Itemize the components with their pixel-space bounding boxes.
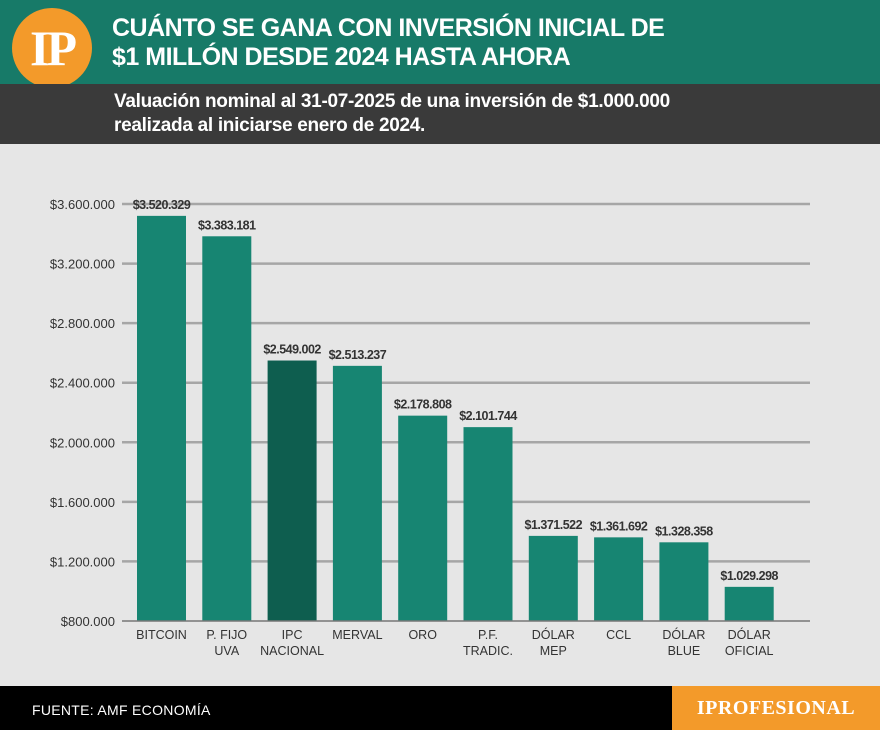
value-label: $1.371.522	[525, 518, 583, 532]
bar	[267, 360, 317, 621]
y-tick-label: $2.000.000	[50, 435, 115, 450]
bar	[463, 427, 513, 621]
footer-bar: FUENTE: AMF ECONOMÍA IPROFESIONAL	[0, 686, 880, 730]
y-tick-label: $2.400.000	[50, 376, 115, 391]
value-label: $3.520.329	[133, 198, 191, 212]
x-category-label: IPC	[282, 628, 303, 642]
chart-title: CUÁNTO SE GANA CON INVERSIÓN INICIAL DE …	[112, 14, 852, 72]
value-label: $2.549.002	[263, 343, 321, 357]
subtitle-line-1: Valuación nominal al 31-07-2025 de una i…	[114, 91, 670, 112]
x-category-label: MEP	[540, 644, 567, 658]
x-category-label: OFICIAL	[725, 644, 774, 658]
value-label: $1.328.358	[655, 524, 713, 538]
y-tick-label: $1.200.000	[50, 554, 115, 569]
subtitle-line-2: realizada al iniciarse enero de 2024.	[114, 115, 426, 136]
x-category-label: BLUE	[668, 644, 701, 658]
iprofesional-logo: IP	[12, 8, 92, 88]
bar	[594, 537, 644, 621]
x-category-label: DÓLAR	[728, 627, 771, 642]
source-note: FUENTE: AMF ECONOMÍA	[32, 702, 211, 718]
x-category-label: UVA	[214, 644, 239, 658]
y-tick-label: $1.600.000	[50, 495, 115, 510]
x-category-label: BITCOIN	[136, 628, 187, 642]
y-tick-label: $3.200.000	[50, 257, 115, 272]
y-tick-label: $2.800.000	[50, 316, 115, 331]
value-label: $1.029.298	[720, 569, 778, 583]
value-label: $1.361.692	[590, 519, 648, 533]
x-category-label: CCL	[606, 628, 631, 642]
x-category-label: P. FIJO	[206, 628, 247, 642]
x-category-label: ORO	[408, 628, 437, 642]
x-category-label: P.F.	[478, 628, 498, 642]
y-tick-label: $3.600.000	[50, 197, 115, 212]
x-category-label: DÓLAR	[532, 627, 575, 642]
bar	[398, 415, 448, 621]
value-label: $2.101.744	[459, 409, 517, 423]
x-category-label: MERVAL	[332, 628, 382, 642]
value-label: $3.383.181	[198, 218, 256, 232]
value-label: $2.178.808	[394, 398, 452, 412]
bar	[528, 535, 578, 621]
bar-chart: $800.000 $1.200.000 $1.600.000 $2.000.000 $2…	[50, 197, 810, 658]
brand-wordmark: IPROFESIONAL	[696, 696, 856, 719]
title-line-2: $1 MILLÓN DESDE 2024 HASTA AHORA	[112, 43, 571, 71]
bar	[724, 586, 774, 621]
y-tick-label: $800.000	[61, 614, 115, 629]
x-category-label: NACIONAL	[260, 644, 324, 658]
bar	[202, 236, 252, 622]
header-banner: IP CUÁNTO SE GANA CON INVERSIÓN INICIAL …	[0, 0, 880, 88]
title-line-1: CUÁNTO SE GANA CON INVERSIÓN INICIAL DE	[112, 14, 665, 42]
subheader-banner: Valuación nominal al 31-07-2025 de una i…	[0, 84, 880, 144]
value-label: $2.513.237	[329, 348, 387, 362]
chart-subtitle: Valuación nominal al 31-07-2025 de una i…	[114, 90, 854, 138]
bar	[332, 365, 382, 621]
bar	[137, 215, 186, 621]
x-category-label: TRADIC.	[463, 644, 513, 658]
bar	[659, 542, 709, 621]
brand-box: IPROFESIONAL	[672, 686, 880, 730]
x-category-label: DÓLAR	[662, 627, 705, 642]
logo-text: IP	[30, 20, 77, 76]
